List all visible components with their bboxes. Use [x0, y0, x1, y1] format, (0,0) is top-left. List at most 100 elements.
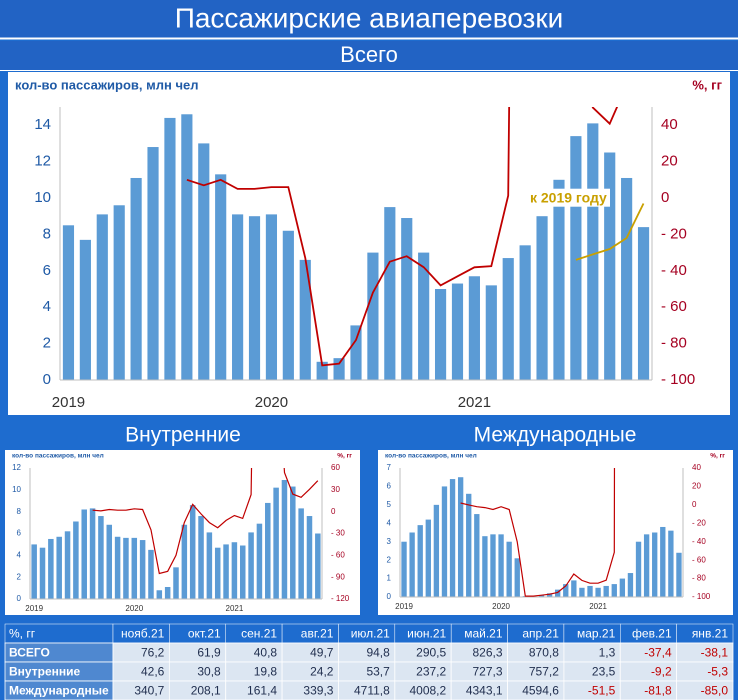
- y-tick-label: 1: [387, 574, 392, 583]
- bar: [637, 227, 650, 380]
- bar: [660, 526, 666, 597]
- y-tick-label: 3: [387, 537, 392, 546]
- y-tick-label: 12: [34, 153, 51, 170]
- y-tick-label: 2: [43, 335, 51, 352]
- y2-tick-label: - 80: [692, 574, 706, 583]
- table-cell-text: 24,2: [310, 665, 334, 679]
- section-title: Всего: [340, 42, 398, 67]
- bar: [223, 544, 229, 599]
- table-cell-text: 42,6: [141, 665, 165, 679]
- bar: [502, 258, 514, 380]
- table-cell-text: 339,3: [303, 684, 333, 698]
- bar: [333, 358, 345, 380]
- annotation-bg: [527, 188, 611, 207]
- x-tick-label: 2019: [25, 604, 43, 613]
- bar: [147, 147, 159, 380]
- bar: [64, 531, 71, 599]
- table-header: мар.21: [577, 627, 616, 641]
- bar: [506, 541, 512, 597]
- table-cell-text: -81,8: [644, 684, 672, 698]
- bar: [621, 177, 633, 380]
- bar: [164, 586, 171, 599]
- bar: [248, 216, 261, 380]
- table-header: июл.21: [351, 627, 390, 641]
- table-header: сен.21: [241, 627, 277, 641]
- y-axis-label: кол-во пассажиров, млн чел: [15, 77, 199, 92]
- bar: [139, 540, 146, 599]
- bar: [401, 541, 407, 597]
- y-axis-label: кол-во пассажиров, млн чел: [385, 453, 477, 460]
- table-cell-text: 4343,1: [466, 684, 503, 698]
- bar: [315, 533, 321, 599]
- y2-axis-label: %, гг: [692, 77, 722, 92]
- bar: [273, 487, 279, 599]
- table-cell-text: 94,8: [366, 646, 390, 660]
- bar: [198, 516, 204, 599]
- bar: [619, 578, 626, 597]
- bar: [401, 218, 413, 380]
- section-band: [0, 41, 738, 70]
- y-tick-label: 4: [17, 550, 22, 559]
- y-tick-label: 6: [387, 482, 392, 491]
- y-tick-label: 5: [387, 500, 392, 509]
- table-cell-text: 61,9: [197, 646, 221, 660]
- bar: [519, 245, 531, 380]
- bar: [214, 547, 221, 599]
- y-tick-label: 12: [12, 463, 21, 472]
- y2-axis-label: %, гг: [710, 453, 725, 460]
- bar: [434, 289, 447, 380]
- y2-tick-label: - 20: [661, 225, 687, 242]
- bar: [433, 504, 440, 597]
- y-tick-label: 8: [43, 225, 51, 242]
- bar: [181, 114, 193, 380]
- bar: [113, 205, 125, 380]
- bar: [425, 519, 431, 597]
- table-cell-text: Внутренние: [9, 665, 80, 679]
- table-header: июн.21: [407, 627, 446, 641]
- y2-tick-label: - 40: [661, 262, 687, 279]
- bar: [290, 486, 296, 599]
- bar: [514, 558, 520, 597]
- bar: [39, 547, 46, 599]
- bar: [449, 479, 456, 597]
- y-tick-label: 6: [43, 262, 51, 279]
- bar: [536, 216, 548, 380]
- table-header: фев.21: [632, 627, 672, 641]
- table-cell-text: 757,2: [529, 665, 559, 679]
- bar: [181, 524, 188, 599]
- bar: [611, 584, 617, 597]
- table-cell-text: 49,7: [310, 646, 334, 660]
- table-cell-text: 290,5: [416, 646, 446, 660]
- table-cell-text: ВСЕГО: [9, 646, 50, 660]
- bar: [587, 123, 599, 380]
- line-series: [460, 468, 616, 597]
- bar: [123, 537, 129, 599]
- section-title: Внутренние: [125, 424, 241, 447]
- bar: [466, 493, 472, 597]
- y-tick-label: 2: [387, 555, 392, 564]
- bar: [367, 252, 379, 380]
- bar: [114, 536, 121, 599]
- table-cell-text: 727,3: [473, 665, 503, 679]
- y-tick-label: 8: [17, 507, 22, 516]
- bar: [282, 230, 294, 380]
- bar: [265, 214, 278, 380]
- bar: [555, 589, 561, 597]
- y2-tick-label: 0: [661, 189, 669, 206]
- table-cell-text: -9,2: [651, 665, 672, 679]
- table-cell-text: 1,3: [599, 646, 616, 660]
- table-cell-text: 30,8: [197, 665, 221, 679]
- table-header: апр.21: [522, 627, 559, 641]
- table-header: янв.21: [692, 627, 729, 641]
- x-tick-label: 2021: [226, 604, 244, 613]
- y2-tick-label: 40: [692, 463, 701, 472]
- y2-tick-label: - 40: [692, 537, 706, 546]
- bar: [538, 595, 545, 597]
- bar: [498, 534, 504, 597]
- bar: [604, 152, 616, 380]
- table-cell-text: 161,4: [247, 684, 277, 698]
- bar: [173, 567, 179, 599]
- bar: [627, 573, 634, 597]
- y2-tick-label: - 120: [331, 594, 350, 603]
